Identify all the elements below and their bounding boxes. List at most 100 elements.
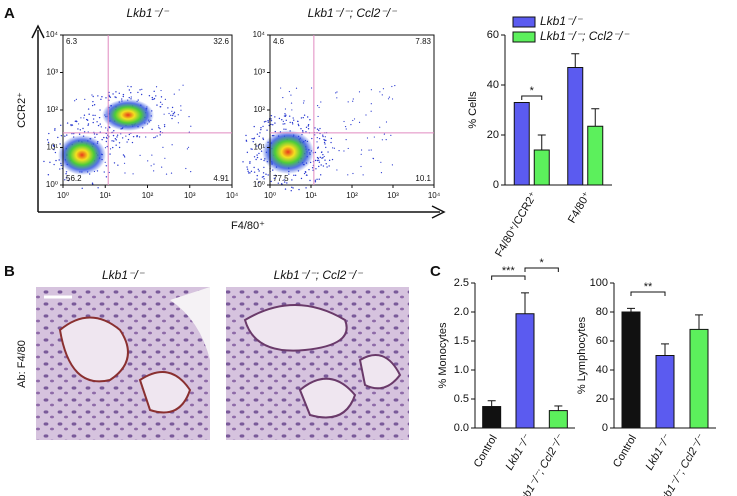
event-dot	[121, 137, 124, 139]
event-dot	[112, 134, 115, 137]
event-dot	[53, 145, 55, 148]
event-dot	[88, 113, 90, 115]
event-dot	[260, 150, 263, 152]
event-dot	[190, 125, 192, 127]
event-dot	[253, 156, 256, 158]
event-dot	[128, 96, 130, 99]
event-dot	[291, 186, 293, 189]
event-dot	[190, 171, 192, 173]
event-dot	[177, 114, 179, 116]
event-dot	[128, 133, 131, 136]
event-dot	[105, 165, 108, 167]
event-dot	[319, 174, 322, 176]
event-dot	[277, 182, 280, 184]
event-dot	[324, 139, 326, 142]
event-dot	[297, 123, 300, 126]
y-tick-label: 2.0	[454, 306, 469, 318]
event-dot	[249, 172, 251, 174]
quadrant-label: 4.6	[273, 37, 285, 46]
y-tick-label: 10⁴	[253, 30, 266, 39]
y-axis-label: % Cells	[467, 91, 479, 129]
event-dot	[120, 133, 122, 135]
event-dot	[370, 89, 372, 91]
event-dot	[83, 114, 86, 116]
event-dot	[249, 161, 251, 163]
event-dot	[159, 106, 162, 108]
event-dot	[59, 143, 61, 145]
event-dot	[270, 180, 272, 183]
event-dot	[83, 131, 86, 133]
event-dot	[248, 172, 250, 174]
event-dot	[182, 84, 184, 86]
event-dot	[258, 144, 261, 146]
x-tick-label: Control	[472, 433, 500, 470]
y-tick-label: 0.5	[454, 393, 469, 405]
event-dot	[292, 187, 294, 189]
event-dot	[316, 128, 319, 130]
event-dot	[281, 118, 283, 121]
event-dot	[317, 146, 320, 148]
event-dot	[293, 174, 295, 177]
event-dot	[263, 178, 265, 180]
event-dot	[112, 93, 114, 95]
event-dot	[372, 157, 374, 159]
event-dot	[165, 173, 168, 175]
panel-label: C	[430, 263, 441, 280]
event-dot	[157, 125, 160, 127]
event-dot	[358, 91, 361, 93]
event-dot	[323, 155, 325, 158]
event-dot	[260, 127, 262, 129]
event-dot	[123, 162, 126, 164]
y-tick-label: 1.5	[454, 335, 469, 347]
event-dot	[111, 140, 113, 142]
event-dot	[385, 139, 387, 141]
x-tick-label: Lkb1⁻/⁻	[643, 432, 673, 472]
event-dot	[365, 114, 367, 116]
density	[102, 99, 154, 131]
event-dot	[318, 106, 320, 109]
event-dot	[159, 101, 162, 103]
event-dot	[352, 172, 354, 175]
event-dot	[177, 122, 180, 124]
event-dot	[258, 152, 260, 155]
event-dot	[170, 114, 172, 116]
event-dot	[167, 107, 169, 109]
bar	[482, 406, 502, 429]
x-tick-label: 10⁰	[57, 191, 69, 200]
event-dot	[64, 179, 66, 181]
y-tick-label: 40	[487, 79, 499, 91]
event-dot	[330, 141, 332, 144]
event-dot	[270, 114, 273, 117]
x-tick-label: 10¹	[305, 191, 317, 200]
event-dot	[316, 141, 318, 143]
event-dot	[104, 161, 106, 163]
event-dot	[109, 96, 112, 98]
event-dot	[93, 133, 96, 135]
event-dot	[307, 125, 309, 127]
event-dot	[316, 137, 318, 139]
event-dot	[324, 159, 326, 161]
event-dot	[96, 121, 98, 123]
event-dot	[370, 110, 372, 112]
event-dot	[155, 86, 158, 88]
event-dot	[147, 160, 149, 162]
legend-swatch	[512, 31, 536, 43]
event-dot	[263, 166, 265, 169]
event-dot	[83, 117, 85, 119]
event-dot	[171, 117, 173, 120]
event-dot	[385, 121, 388, 123]
event-dot	[115, 139, 117, 141]
event-dot	[253, 125, 255, 128]
event-dot	[309, 119, 311, 121]
x-tick-label: 10⁴	[428, 191, 441, 200]
event-dot	[47, 141, 50, 144]
event-dot	[117, 164, 119, 166]
event-dot	[187, 146, 190, 148]
event-dot	[92, 100, 94, 103]
event-dot	[113, 162, 116, 164]
event-dot	[262, 175, 265, 178]
event-dot	[380, 161, 382, 163]
quadrant-label: 4.91	[213, 174, 229, 183]
event-dot	[108, 171, 110, 174]
event-dot	[98, 116, 101, 119]
